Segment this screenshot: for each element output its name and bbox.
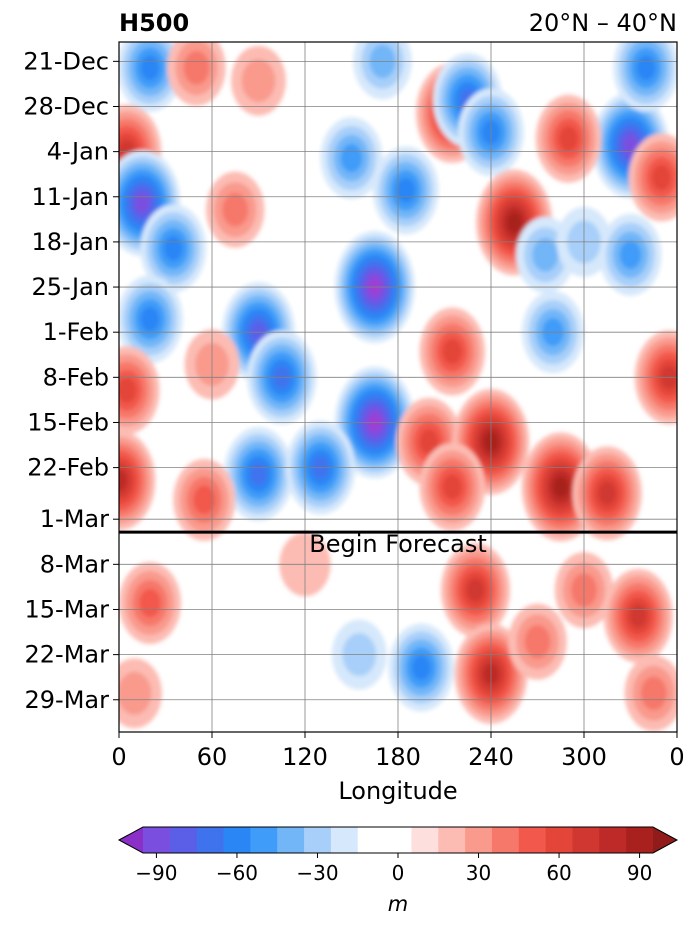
colorbar-segment bbox=[518, 827, 547, 853]
y-tick-label: 15-Mar bbox=[25, 595, 110, 623]
x-tick-label: 0 bbox=[669, 743, 684, 771]
colorbar-segment bbox=[572, 827, 600, 853]
colorbar-segment bbox=[250, 827, 278, 853]
y-tick-label: 22-Feb bbox=[27, 454, 109, 482]
colorbar-label: m bbox=[388, 892, 408, 916]
colorbar-tick-label: −30 bbox=[296, 861, 338, 885]
anomaly-contour bbox=[135, 193, 150, 214]
anomaly-contour bbox=[411, 654, 431, 681]
anomaly-contour bbox=[119, 470, 127, 492]
anomaly-contour bbox=[222, 192, 249, 227]
anomaly-contour bbox=[396, 177, 416, 203]
anomaly-contour bbox=[419, 429, 439, 455]
anomaly-contour bbox=[636, 55, 656, 81]
colorbar-under-arrow bbox=[119, 827, 143, 853]
anomaly-contour bbox=[623, 135, 638, 156]
colorbar-segment bbox=[491, 827, 520, 853]
colorbar-tick-label: 0 bbox=[392, 861, 405, 885]
colorbar-segment bbox=[438, 827, 466, 853]
anomaly-contour bbox=[442, 474, 462, 500]
colorbar-segment bbox=[411, 827, 439, 853]
anomaly-contour bbox=[619, 240, 642, 270]
anomaly-contour bbox=[467, 578, 484, 602]
anomaly-contour bbox=[442, 338, 462, 365]
y-tick-label: 15-Feb bbox=[27, 408, 109, 436]
anomaly-contour bbox=[640, 676, 667, 711]
colorbar-segment bbox=[384, 827, 412, 853]
anomaly-contour bbox=[340, 143, 363, 173]
y-tick-label: 1-Mar bbox=[40, 505, 109, 533]
anomaly-contour bbox=[250, 462, 267, 486]
anomaly-contour bbox=[140, 55, 160, 81]
anomaly-contour bbox=[183, 50, 210, 85]
anomaly-contour bbox=[507, 212, 522, 233]
colorbar-tick-label: −60 bbox=[216, 861, 258, 885]
colorbar-segment bbox=[599, 827, 627, 853]
anomaly-contour bbox=[553, 476, 569, 498]
y-tick-label: 29-Mar bbox=[25, 686, 110, 714]
begin-forecast-label: Begin Forecast bbox=[309, 530, 487, 558]
colorbar-segment bbox=[465, 827, 493, 853]
anomaly-contour bbox=[139, 588, 161, 618]
y-tick-label: 11-Jan bbox=[31, 183, 109, 211]
anomaly-contour bbox=[532, 237, 559, 272]
grid-lines bbox=[119, 42, 677, 732]
anomaly-contour bbox=[163, 235, 183, 261]
y-tick-label: 8-Mar bbox=[40, 550, 109, 578]
y-tick-label: 18-Jan bbox=[31, 228, 109, 256]
colorbar-outline bbox=[117, 826, 679, 854]
colorbar-segment bbox=[223, 827, 251, 853]
anomaly-contour bbox=[652, 164, 671, 191]
anomaly-contour bbox=[193, 485, 216, 515]
colorbar: −90 −60 −30 0 30 60 90 bbox=[117, 826, 679, 885]
y-tick-label: 8-Feb bbox=[43, 363, 109, 391]
heatmap-plot-area bbox=[119, 42, 677, 732]
colorbar-tick-label: −90 bbox=[135, 861, 177, 885]
colorbar-over-arrow bbox=[653, 827, 677, 853]
colorbar-tick-label: 90 bbox=[627, 861, 652, 885]
colorbar-tick-label: 30 bbox=[466, 861, 491, 885]
colorbar-tick-label: 60 bbox=[546, 861, 571, 885]
colorbar-segment bbox=[357, 827, 386, 853]
anomaly-contour bbox=[559, 126, 578, 152]
x-tick-label: 240 bbox=[468, 743, 514, 771]
colorbar-segment bbox=[169, 827, 198, 853]
colorbar-segment bbox=[330, 827, 359, 853]
chart-title: H500 bbox=[119, 9, 189, 37]
x-axis-label: Longitude bbox=[338, 777, 457, 805]
x-axis-ticks: 0 60 120 180 240 300 0 bbox=[111, 732, 685, 771]
anomaly-contour bbox=[524, 624, 551, 659]
x-tick-label: 300 bbox=[561, 743, 607, 771]
latitude-band-label: 20°N – 40°N bbox=[529, 9, 677, 37]
colorbar-segment bbox=[545, 827, 573, 853]
y-tick-label: 4-Jan bbox=[47, 138, 109, 166]
anomaly-contour bbox=[140, 306, 160, 332]
colorbar-segment bbox=[143, 827, 171, 853]
y-tick-label: 21-Dec bbox=[23, 47, 109, 75]
anomaly-contour bbox=[119, 671, 152, 715]
y-axis-ticks: 21-Dec 28-Dec 4-Jan 11-Jan 18-Jan 25-Jan 1-Feb… bbox=[23, 47, 119, 714]
y-tick-label: 22-Mar bbox=[25, 641, 110, 669]
x-tick-label: 0 bbox=[111, 743, 126, 771]
y-tick-label: 1-Feb bbox=[43, 318, 109, 346]
x-tick-label: 120 bbox=[282, 743, 328, 771]
colorbar-segment bbox=[277, 827, 305, 853]
x-tick-label: 180 bbox=[375, 743, 421, 771]
y-tick-label: 28-Dec bbox=[23, 92, 109, 120]
anomaly-contour bbox=[241, 59, 276, 103]
anomaly-contour bbox=[119, 377, 137, 403]
anomaly-contour bbox=[598, 482, 616, 505]
colorbar-segment bbox=[626, 827, 654, 853]
anomaly-contour bbox=[629, 604, 647, 628]
y-tick-label: 25-Jan bbox=[31, 273, 109, 301]
x-tick-label: 60 bbox=[197, 743, 228, 771]
colorbar-segment bbox=[196, 827, 225, 853]
colorbar-segment bbox=[304, 827, 332, 853]
